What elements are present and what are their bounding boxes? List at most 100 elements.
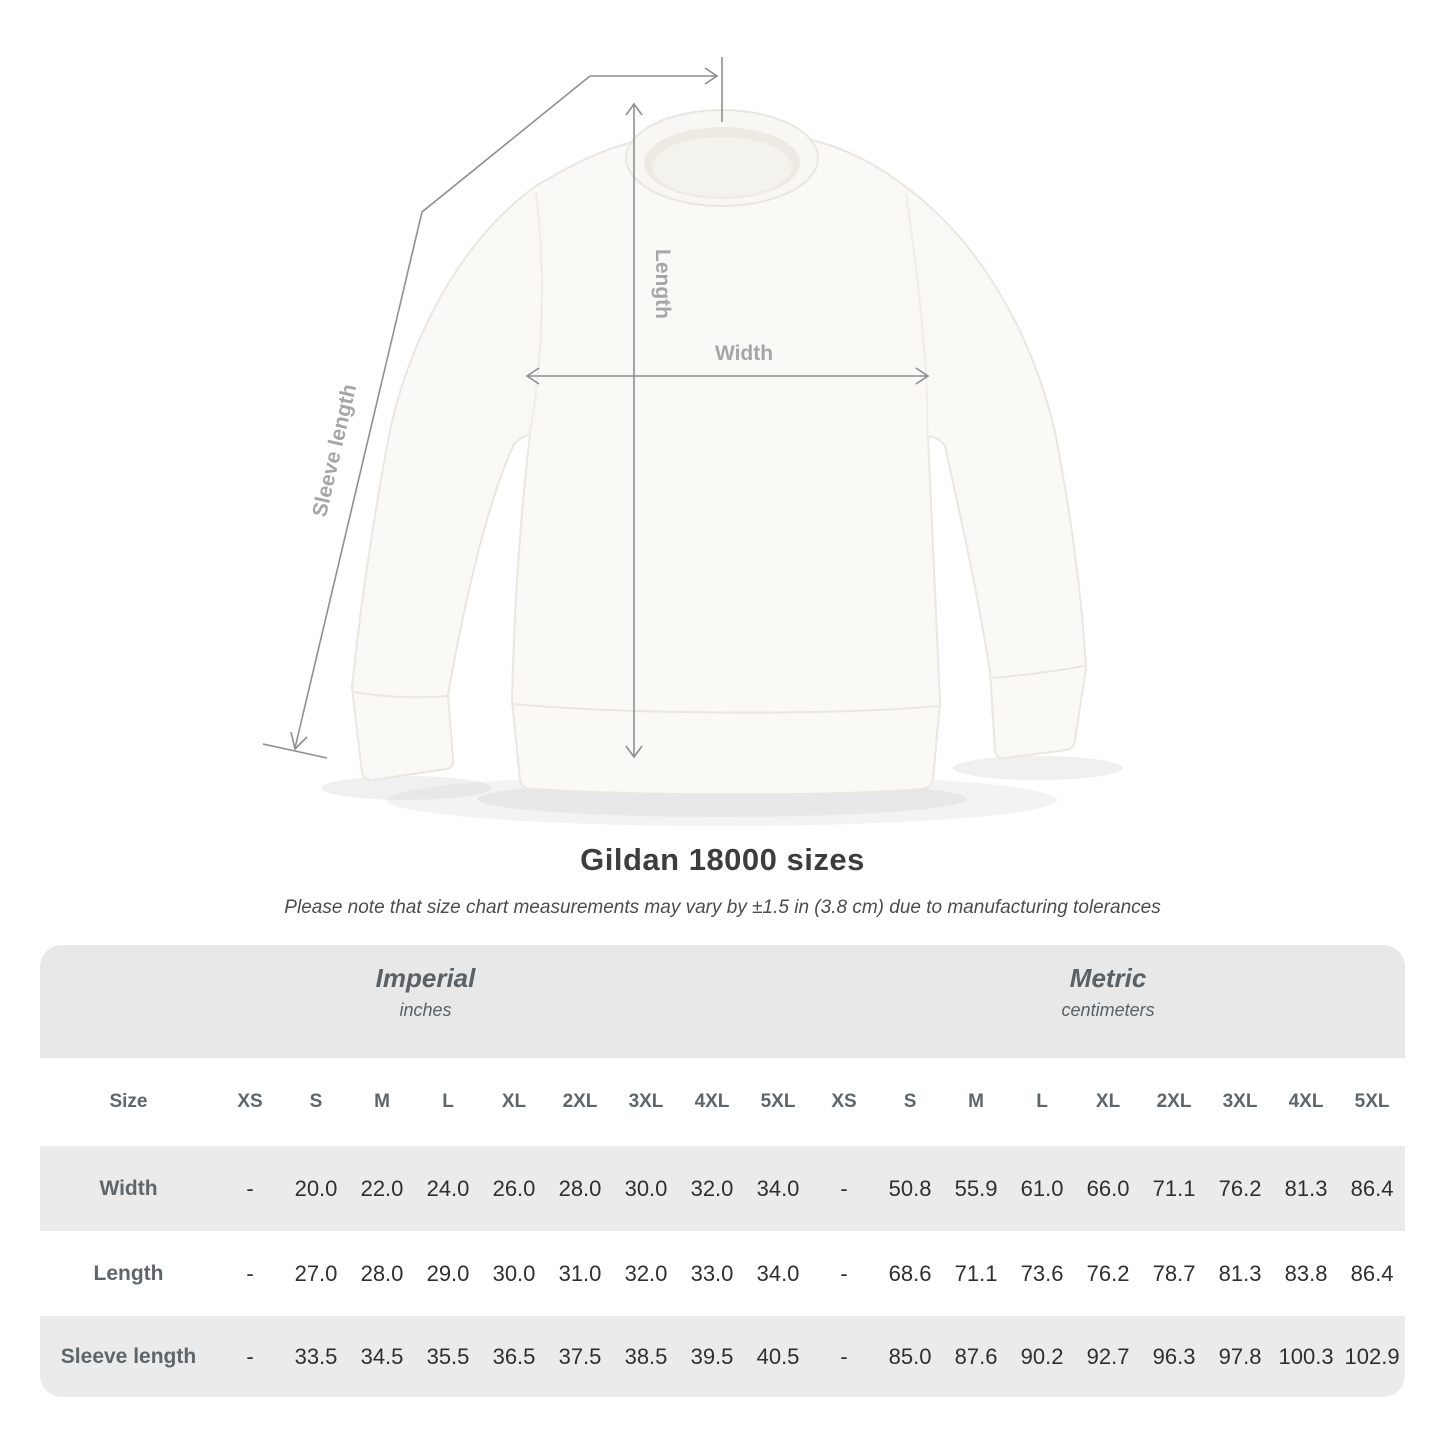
sleeve-measure-label: Sleeve length [308, 382, 361, 519]
cell-metric-5xl: 86.4 [1339, 1231, 1406, 1316]
sweatshirt-body [350, 138, 1088, 796]
imperial-section-title: Imperial [375, 963, 476, 993]
cell-imperial-4xl: 39.5 [679, 1316, 745, 1397]
page-title: Gildan 18000 sizes [580, 842, 865, 877]
cell-imperial-2xl: 31.0 [547, 1231, 613, 1316]
cell-imperial-3xl: 32.0 [613, 1231, 679, 1316]
sweatshirt [350, 109, 1088, 796]
cell-metric-s: 85.0 [877, 1316, 944, 1397]
row-label: Length [40, 1231, 217, 1316]
cell-metric-s: 68.6 [877, 1231, 944, 1316]
size-col-header-imperial-m: M [349, 1058, 415, 1146]
size-col-header-imperial-xs: XS [217, 1058, 283, 1146]
size-col-header-metric-s: S [877, 1058, 944, 1146]
waistband-seam [513, 703, 939, 714]
size-col-header-metric-2xl: 2XL [1141, 1058, 1208, 1146]
cell-imperial-m: 28.0 [349, 1231, 415, 1316]
width-measure-label: Width [715, 342, 773, 365]
length-arrow [625, 102, 643, 759]
cell-metric-2xl: 96.3 [1141, 1316, 1208, 1397]
length-measure-label: Length [651, 249, 674, 319]
cell-metric-2xl: 78.7 [1141, 1231, 1208, 1316]
cell-imperial-m: 22.0 [349, 1146, 415, 1231]
cell-metric-xl: 66.0 [1075, 1146, 1142, 1231]
size-col-header-metric-xs: XS [811, 1058, 878, 1146]
size-col-header-metric-3xl: 3XL [1207, 1058, 1274, 1146]
cell-imperial-s: 33.5 [283, 1316, 349, 1397]
cell-metric-4xl: 81.3 [1273, 1146, 1340, 1231]
cell-metric-xs: - [811, 1316, 878, 1397]
cell-imperial-5xl: 40.5 [745, 1316, 812, 1397]
cell-metric-xl: 76.2 [1075, 1231, 1142, 1316]
cell-metric-4xl: 100.3 [1273, 1316, 1340, 1397]
cell-imperial-xs: - [217, 1231, 283, 1316]
cell-metric-3xl: 76.2 [1207, 1146, 1274, 1231]
cell-imperial-2xl: 37.5 [547, 1316, 613, 1397]
cell-metric-3xl: 97.8 [1207, 1316, 1274, 1397]
cell-metric-5xl: 102.9 [1339, 1316, 1406, 1397]
row-label: Width [40, 1146, 217, 1231]
metric-section-unit: centimeters [1061, 1000, 1155, 1020]
right-cuff-seam [991, 665, 1085, 679]
cell-imperial-4xl: 32.0 [679, 1146, 745, 1231]
cell-imperial-s: 20.0 [283, 1146, 349, 1231]
table-row-sleeve-length: Sleeve length -33.5 34.5 35.5 36.5 37.5 38.5 39… [40, 1316, 1406, 1397]
cell-imperial-5xl: 34.0 [745, 1231, 812, 1316]
table-row-width: Width -20.0 22.0 24.0 26.0 28.0 30.0 32.0 34.0-5… [40, 1146, 1406, 1231]
cell-metric-5xl: 86.4 [1339, 1146, 1406, 1231]
garment-illustration: Length Width Sleeve length [262, 57, 1123, 826]
metric-section-title: Metric [1069, 963, 1147, 993]
size-col-header-imperial-5xl: 5XL [745, 1058, 812, 1146]
cell-imperial-4xl: 33.0 [679, 1231, 745, 1316]
imperial-section-unit: inches [399, 1000, 452, 1020]
cell-imperial-xl: 30.0 [481, 1231, 547, 1316]
size-col-header-imperial-xl: XL [481, 1058, 547, 1146]
size-col-header-metric-m: M [943, 1058, 1010, 1146]
cell-imperial-5xl: 34.0 [745, 1146, 812, 1231]
cell-metric-l: 61.0 [1009, 1146, 1076, 1231]
cell-imperial-m: 34.5 [349, 1316, 415, 1397]
cell-metric-4xl: 83.8 [1273, 1231, 1340, 1316]
cell-imperial-xs: - [217, 1316, 283, 1397]
width-arrow [525, 367, 930, 385]
left-sleeve-seam [528, 191, 543, 437]
metric-section-header: Metric centimeters [811, 945, 1406, 1058]
size-header-row: Size XS S M L XL 2XL 3XL 4XL 5XL XS S M L XL 2XL 3XL 4XL… [40, 1058, 1406, 1146]
size-col-header-imperial-3xl: 3XL [613, 1058, 679, 1146]
size-col-header-imperial-l: L [415, 1058, 481, 1146]
size-column-label: Size [40, 1058, 217, 1146]
cell-imperial-l: 35.5 [415, 1316, 481, 1397]
cell-metric-xs: - [811, 1146, 878, 1231]
cell-metric-s: 50.8 [877, 1146, 944, 1231]
imperial-section-header: Imperial inches [40, 945, 812, 1058]
table-row-length: Length -27.0 28.0 29.0 30.0 31.0 32.0 33.0 34.0-… [40, 1231, 1406, 1316]
unit-band-row: Imperial inches Metric centimeters [40, 945, 1406, 1058]
page-subtitle: Please note that size chart measurements… [284, 897, 1161, 918]
cell-metric-m: 71.1 [943, 1231, 1010, 1316]
size-col-header-imperial-2xl: 2XL [547, 1058, 613, 1146]
cell-metric-l: 73.6 [1009, 1231, 1076, 1316]
left-cuff-seam [353, 691, 449, 699]
top-reference-arrow [590, 57, 723, 122]
cell-metric-xs: - [811, 1231, 878, 1316]
size-chart-table: Imperial inches Metric centimeters Size … [40, 945, 1406, 1397]
collar-inner-fabric [652, 137, 792, 197]
cell-metric-m: 87.6 [943, 1316, 1010, 1397]
size-col-header-imperial-s: S [283, 1058, 349, 1146]
cell-imperial-l: 24.0 [415, 1146, 481, 1231]
cell-imperial-3xl: 30.0 [613, 1146, 679, 1231]
right-sleeve-seam [905, 193, 929, 438]
cell-imperial-l: 29.0 [415, 1231, 481, 1316]
cell-imperial-2xl: 28.0 [547, 1146, 613, 1231]
size-col-header-metric-5xl: 5XL [1339, 1058, 1406, 1146]
cell-imperial-xl: 36.5 [481, 1316, 547, 1397]
cell-imperial-3xl: 38.5 [613, 1316, 679, 1397]
size-col-header-metric-4xl: 4XL [1273, 1058, 1340, 1146]
cell-metric-2xl: 71.1 [1141, 1146, 1208, 1231]
cell-imperial-s: 27.0 [283, 1231, 349, 1316]
cell-imperial-xl: 26.0 [481, 1146, 547, 1231]
sleeve-length-arrow [262, 75, 591, 759]
cell-imperial-xs: - [217, 1146, 283, 1231]
cell-metric-3xl: 81.3 [1207, 1231, 1274, 1316]
